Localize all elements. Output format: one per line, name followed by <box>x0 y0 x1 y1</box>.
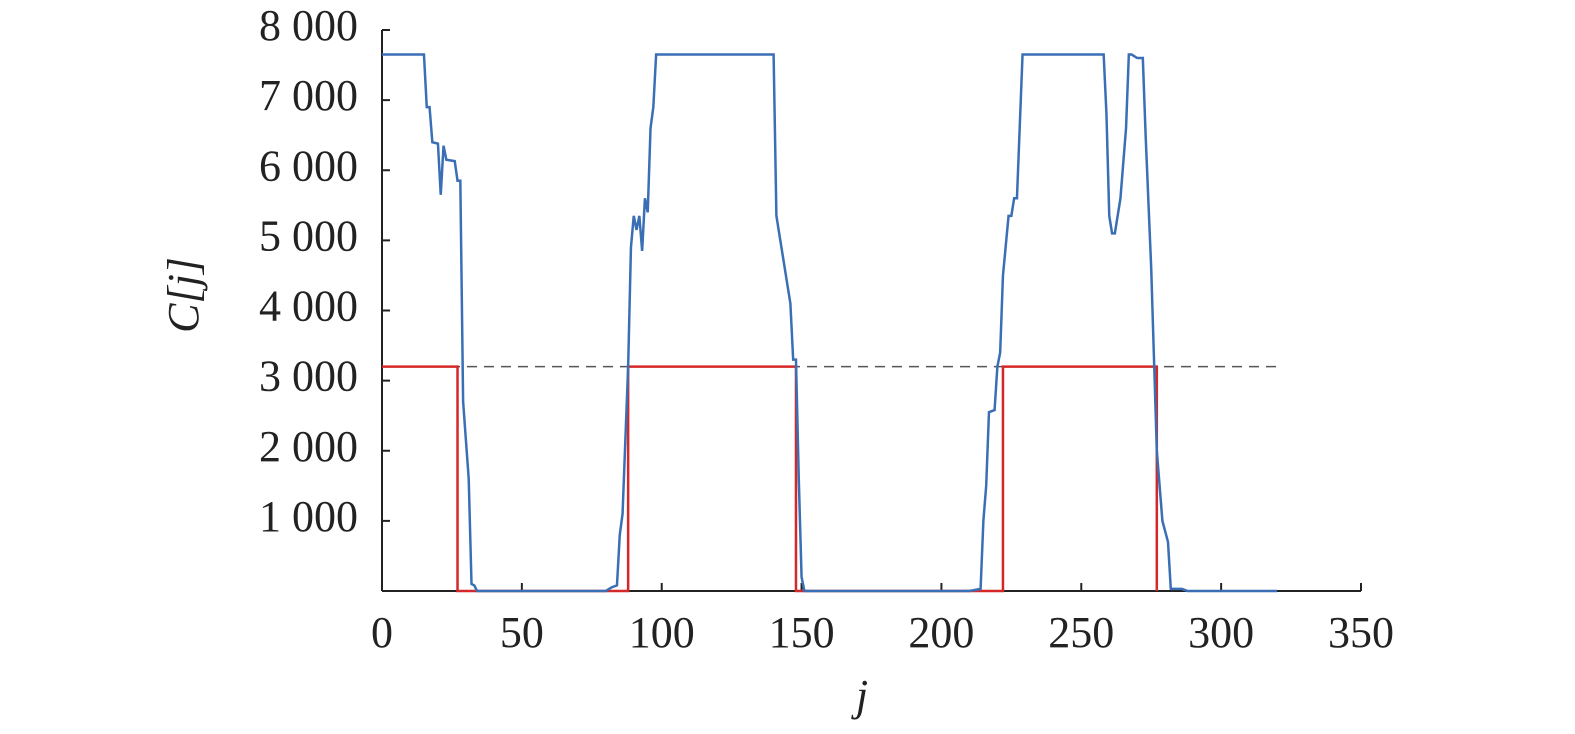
y-tick-label: 8 000 <box>259 1 358 50</box>
x-tick-label: 250 <box>1048 608 1114 657</box>
x-tick-label: 50 <box>500 608 544 657</box>
y-tick-label: 1 000 <box>259 492 358 541</box>
y-tick-label: 4 000 <box>259 282 358 331</box>
x-tick-label: 350 <box>1328 608 1394 657</box>
y-tick-label: 3 000 <box>259 352 358 401</box>
y-tick-label: 6 000 <box>259 141 358 190</box>
series-line <box>382 53 1278 593</box>
x-tick-label: 300 <box>1188 608 1254 657</box>
x-tick-label: 100 <box>629 608 695 657</box>
x-tick-label: 200 <box>908 608 974 657</box>
x-tick-label: 0 <box>371 608 393 657</box>
y-tick-label: 7 000 <box>259 71 358 120</box>
series-line <box>382 365 1159 593</box>
y-tick-label: 2 000 <box>259 422 358 471</box>
x-axis-label: j <box>851 671 868 720</box>
x-tick-label: 150 <box>769 608 835 657</box>
y-tick-label: 5 000 <box>259 211 358 260</box>
y-axis-label: C[j] <box>159 257 208 333</box>
